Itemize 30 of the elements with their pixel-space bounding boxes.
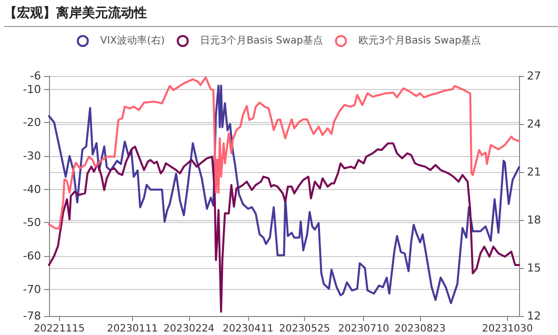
legend-label: VIX波动率(右) bbox=[100, 34, 165, 46]
x-tick-label: 20230111 bbox=[107, 324, 158, 334]
y2-tick-label: 24 bbox=[527, 118, 541, 130]
y2-tick-label: 21 bbox=[527, 166, 541, 178]
x-tick-label: 20230525 bbox=[279, 324, 330, 334]
y-tick-label: -6 bbox=[30, 70, 41, 82]
line-series bbox=[48, 84, 520, 304]
x-tick-label: 20230710 bbox=[338, 324, 390, 334]
x-tick-label: 20230823 bbox=[394, 324, 446, 334]
y-tick-label: -50 bbox=[23, 216, 41, 230]
y2-tick-label: 18 bbox=[527, 214, 541, 226]
line-series bbox=[48, 76, 520, 230]
y-tick-label: -20 bbox=[23, 116, 41, 130]
y-tick-label: -40 bbox=[23, 182, 41, 196]
y-tick-label: -70 bbox=[23, 282, 41, 296]
y-tick-label: -60 bbox=[23, 250, 41, 262]
y2-tick-label: 15 bbox=[527, 262, 541, 274]
line-series bbox=[48, 142, 520, 313]
chart-title: 【宏观】离岸美元流动性 bbox=[4, 4, 558, 27]
x-tick-label: 20231030 bbox=[482, 324, 533, 334]
y-tick-label: -78 bbox=[23, 310, 41, 322]
x-tick-label: 20230411 bbox=[222, 324, 274, 334]
x-tick-label: 20230224 bbox=[164, 324, 214, 334]
y-tick-label: -10 bbox=[23, 82, 41, 96]
y-tick-label: -30 bbox=[23, 150, 41, 162]
y2-tick-label: 12 bbox=[527, 310, 541, 322]
legend-label: 欧元3个月Basis Swap基点 bbox=[358, 34, 482, 46]
legend-label: 日元3个月Basis Swap基点 bbox=[200, 34, 323, 46]
x-tick-label: 20221115 bbox=[34, 324, 85, 334]
y2-tick-label: 27 bbox=[527, 70, 541, 82]
